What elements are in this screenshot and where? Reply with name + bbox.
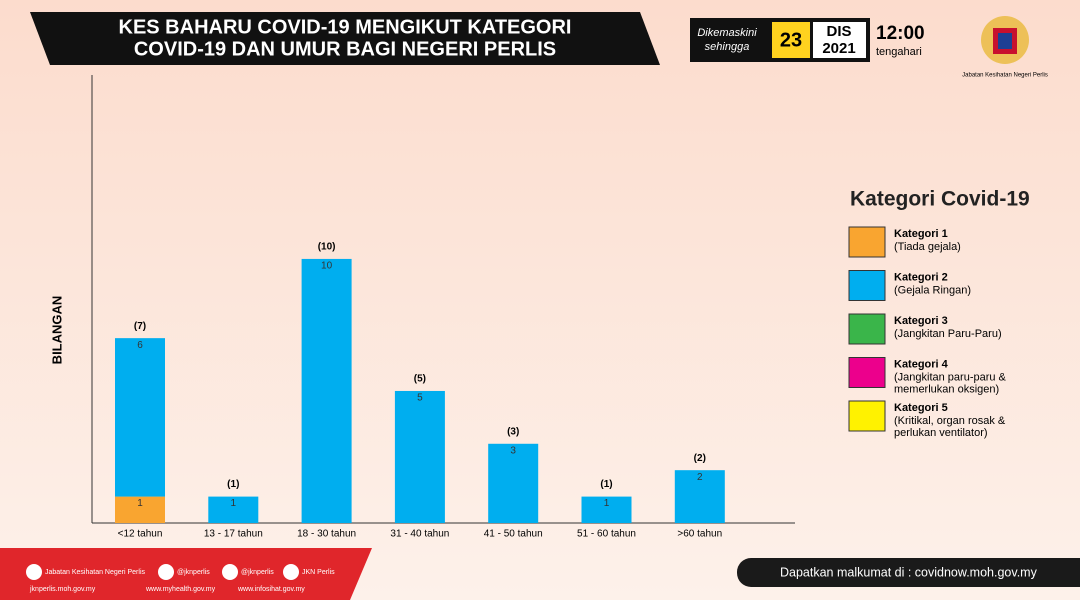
month-box [813,22,866,58]
legend-description: (Tiada gejala) [894,241,961,253]
x-tick-label: 31 - 40 tahun [390,529,449,540]
legend-description: (Gejala Ringan) [894,284,971,296]
x-tick-label: >60 tahun [677,529,722,540]
source-text: Dapatkan malkumat di : covidnow.moh.gov.… [780,565,1038,579]
title-banner [30,12,660,65]
title-line: KES BAHARU COVID-19 MENGIKUT KATEGORI [119,16,572,38]
legend-name: Kategori 1 [894,228,948,240]
x-tick-label: 51 - 60 tahun [577,529,636,540]
legend-name: Kategori 5 [894,402,948,414]
total-label: (3) [507,426,519,437]
total-label: (2) [694,453,706,464]
total-label: (5) [414,374,426,385]
day: 23 [780,29,802,51]
legend-name: Kategori 4 [894,358,949,370]
logo [981,16,1029,64]
social-handle: @jknperlis [177,569,210,576]
segment-label: 5 [417,393,423,404]
footer-banner [0,548,372,600]
footer-link: www.myhealth.gov.my [145,586,216,593]
month: DIS [826,23,851,40]
legend-swatch [848,270,886,301]
bar-segment [488,443,539,523]
logo-caption: Jabatan Kesihatan Negeri Perlis [962,73,1048,79]
bar-segment [674,470,725,523]
y-axis-label: BILANGAN [49,296,64,365]
legend-name: Kategori 2 [894,271,948,283]
updated-text: sehingga [705,41,750,53]
total-label: (1) [600,479,612,490]
legend-swatch [848,357,886,388]
legend-name: Kategori 3 [894,315,948,327]
footer-link: jknperlis.moh.gov.my [29,586,96,593]
legend-title: Kategori Covid-19 [850,188,1030,211]
social-handle: JKN Perlis [302,569,335,576]
legend-description: (Kritikal, organ rosak & perlukan ventila… [894,415,1006,439]
segment-label: 1 [604,498,610,509]
bar-segment [208,496,259,523]
bar-segment [115,338,165,497]
segment-label: 3 [510,445,516,456]
day-box [772,22,810,58]
social-icon [26,564,42,580]
segment-label: 10 [321,261,333,272]
time: 12:00 [876,23,925,44]
source-pill [737,558,1080,587]
segment-label: 1 [137,498,143,509]
legend-description: (Jangkitan Paru-Paru) [894,328,1002,340]
total-label: (1) [227,479,239,490]
total-label: (10) [318,242,336,253]
bar-segment [301,258,352,523]
social-handle: Jabatan Kesihatan Negeri Perlis [45,569,146,576]
x-tick-label: <12 tahun [118,529,163,540]
x-tick-label: 18 - 30 tahun [297,529,356,540]
year: 2021 [822,40,855,57]
legend-description: (Jangkitan paru-paru & memerlukan oksigen… [894,371,1007,395]
legend-swatch [848,313,886,345]
bar-segment [581,496,632,523]
time-period: tengahari [876,46,922,58]
social-handle: @jknperlis [241,569,274,576]
bar-segment [115,496,165,523]
legend-swatch [848,400,886,432]
segment-label: 2 [697,472,703,483]
social-icon [222,564,238,580]
social-icon [283,564,299,580]
x-tick-label: 13 - 17 tahun [204,529,263,540]
segment-label: 1 [231,498,237,509]
footer-link: www.infosihat.gov.my [237,586,305,593]
x-tick-label: 41 - 50 tahun [484,529,543,540]
updated-text: Dikemaskini [697,27,757,39]
bar-segment [394,390,445,523]
title-line: COVID-19 DAN UMUR BAGI NEGERI PERLIS [134,38,556,60]
segment-label: 6 [137,340,143,351]
social-icon [158,564,174,580]
legend-swatch [848,226,886,258]
total-label: (7) [134,321,146,332]
